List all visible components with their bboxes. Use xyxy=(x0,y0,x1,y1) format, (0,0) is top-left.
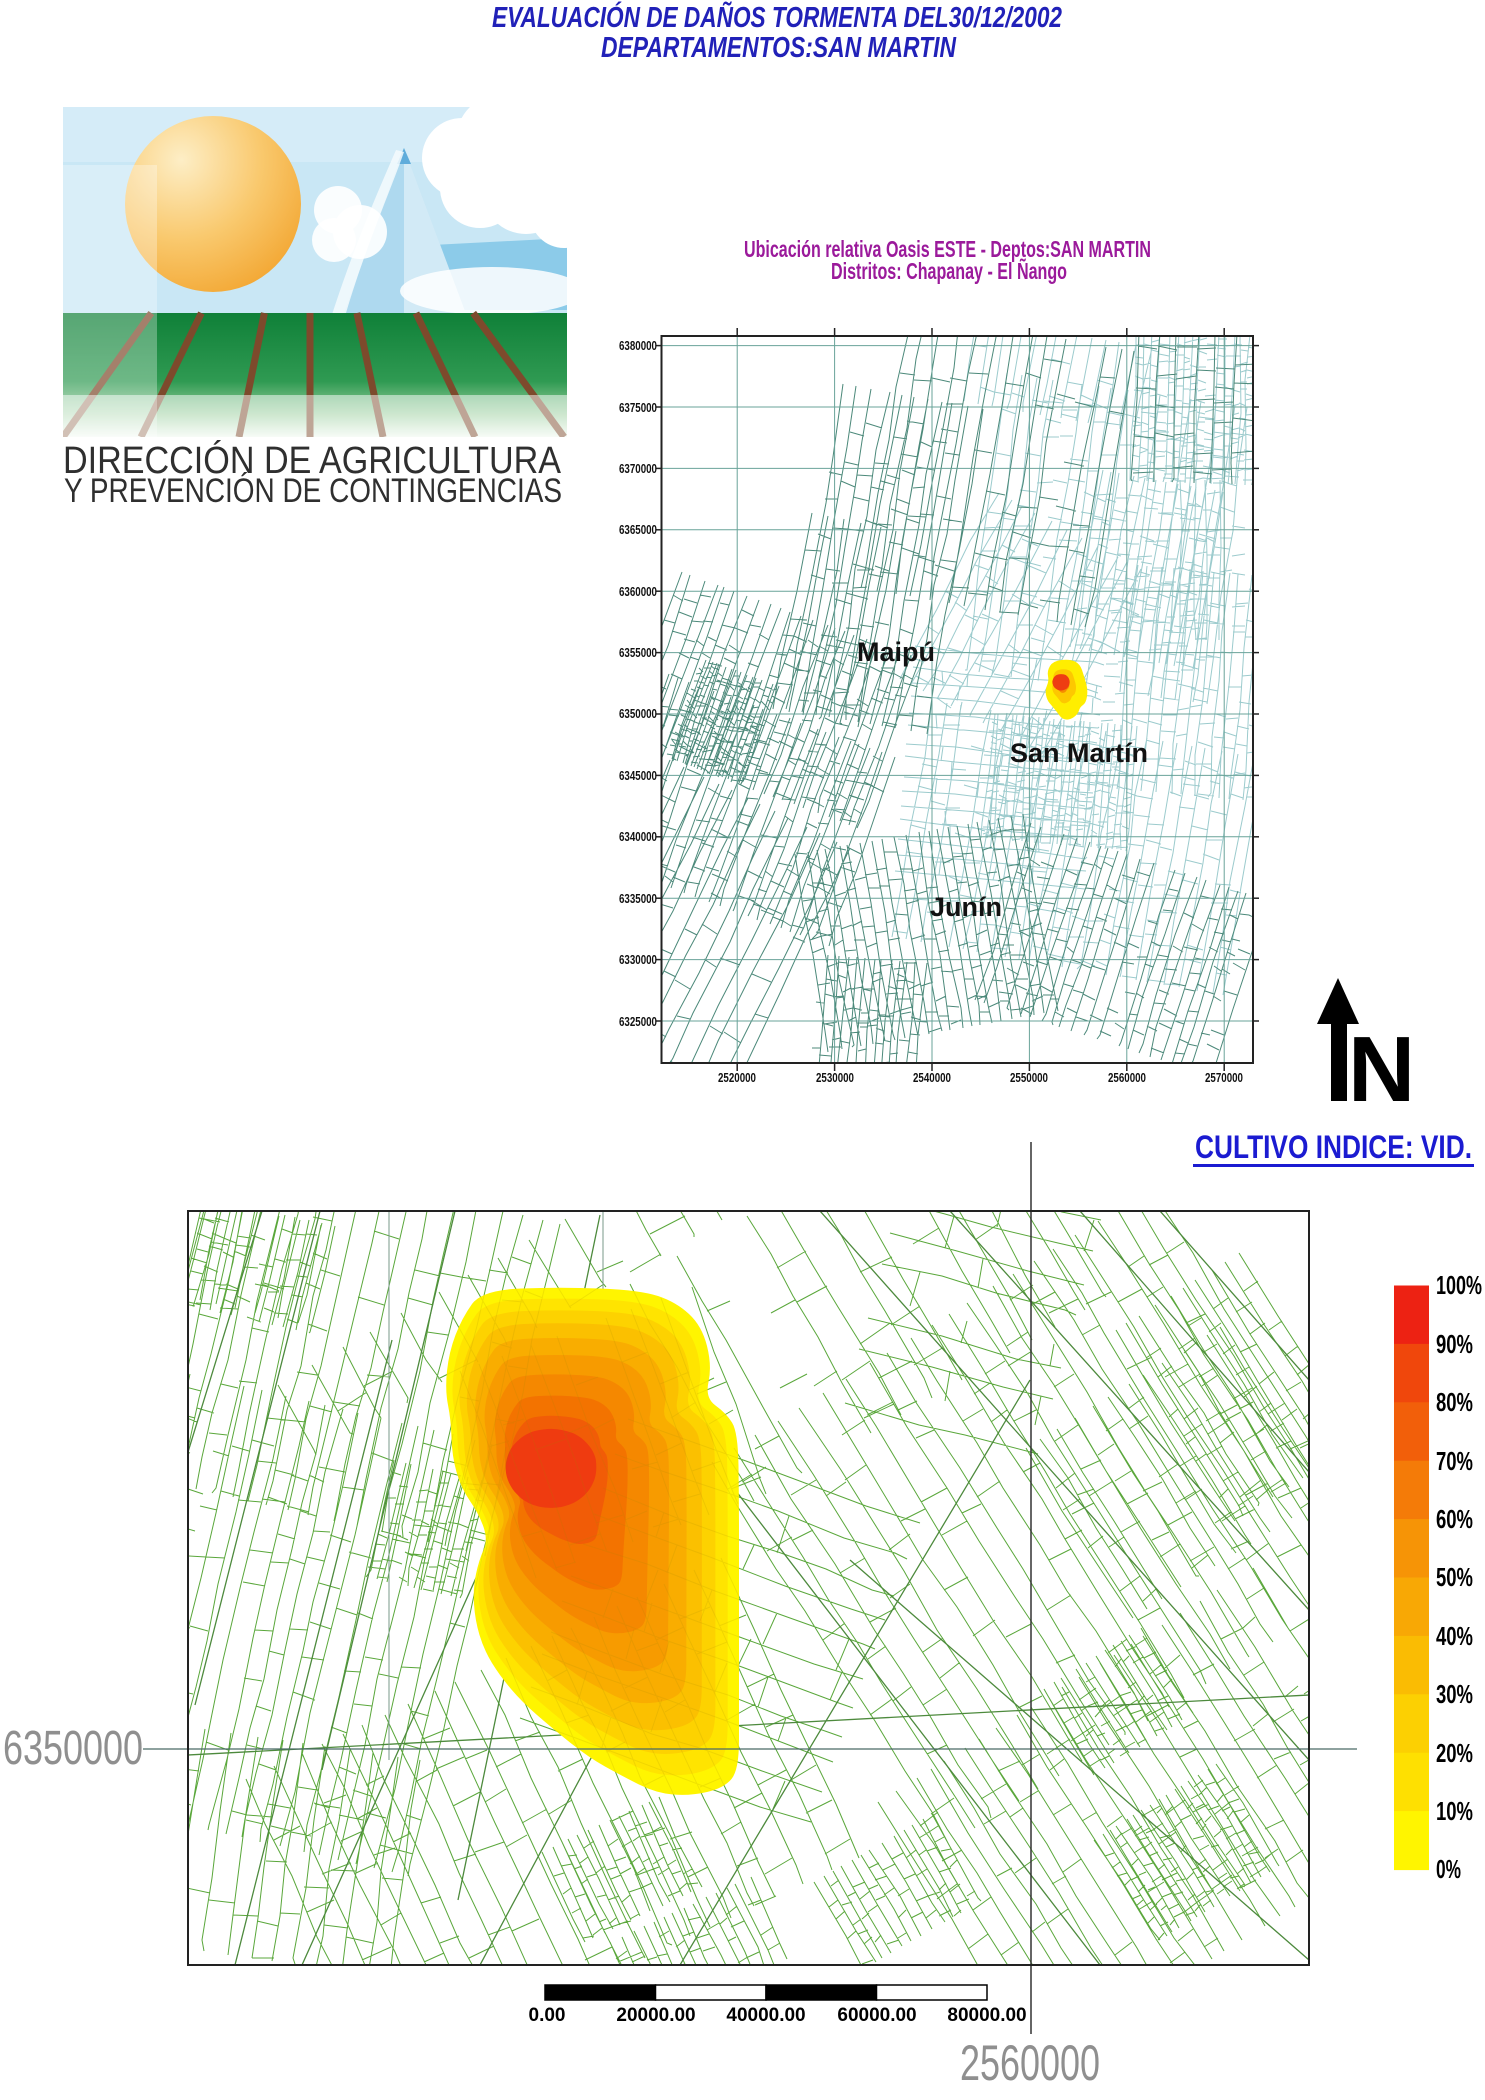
svg-text:N: N xyxy=(1348,1017,1415,1121)
svg-text:20%: 20% xyxy=(1436,1738,1473,1768)
svg-text:2540000: 2540000 xyxy=(913,1070,951,1085)
svg-text:2530000: 2530000 xyxy=(816,1070,854,1085)
svg-text:Junín: Junín xyxy=(930,892,1002,922)
svg-text:100%: 100% xyxy=(1436,1270,1482,1300)
svg-text:2520000: 2520000 xyxy=(718,1070,756,1085)
svg-text:2560000: 2560000 xyxy=(960,2035,1100,2091)
svg-text:Y PREVENCIÓN DE CONTINGENCIAS: Y PREVENCIÓN DE CONTINGENCIAS xyxy=(64,472,562,510)
svg-text:6370000: 6370000 xyxy=(619,461,657,476)
svg-text:30%: 30% xyxy=(1436,1679,1473,1709)
svg-text:90%: 90% xyxy=(1436,1329,1473,1359)
svg-text:6345000: 6345000 xyxy=(619,768,657,783)
svg-text:80%: 80% xyxy=(1436,1387,1473,1417)
svg-text:6340000: 6340000 xyxy=(619,829,657,844)
svg-text:DEPARTAMENTOS:SAN MARTIN: DEPARTAMENTOS:SAN MARTIN xyxy=(601,32,957,64)
svg-text:80000.00: 80000.00 xyxy=(947,2005,1026,2026)
svg-text:EVALUACIÓN DE DAÑOS TORMENTA D: EVALUACIÓN DE DAÑOS TORMENTA DEL30/12/20… xyxy=(492,0,1062,34)
svg-text:6375000: 6375000 xyxy=(619,400,657,415)
svg-text:50%: 50% xyxy=(1436,1562,1473,1592)
svg-text:2570000: 2570000 xyxy=(1205,1070,1243,1085)
svg-text:0.00: 0.00 xyxy=(529,2005,566,2026)
svg-text:10%: 10% xyxy=(1436,1796,1473,1826)
svg-text:60%: 60% xyxy=(1436,1504,1473,1534)
svg-text:2560000: 2560000 xyxy=(1108,1070,1146,1085)
svg-text:0%: 0% xyxy=(1436,1854,1461,1884)
svg-text:40000.00: 40000.00 xyxy=(726,2005,805,2026)
svg-text:6365000: 6365000 xyxy=(619,522,657,537)
svg-text:40%: 40% xyxy=(1436,1621,1473,1651)
svg-text:Distritos: Chapanay - El Ñango: Distritos: Chapanay - El Ñango xyxy=(831,257,1067,284)
svg-text:Maipú: Maipú xyxy=(857,637,935,667)
svg-text:DIRECCIÓN DE AGRICULTURA: DIRECCIÓN DE AGRICULTURA xyxy=(63,439,562,482)
svg-text:6350000: 6350000 xyxy=(619,706,657,721)
svg-text:Ubicación relativa Oasis ESTE: Ubicación relativa Oasis ESTE - Deptos:S… xyxy=(744,236,1151,262)
svg-text:6350000: 6350000 xyxy=(3,1722,143,1775)
svg-text:6335000: 6335000 xyxy=(619,891,657,906)
svg-text:6330000: 6330000 xyxy=(619,952,657,967)
svg-text:San Martín: San Martín xyxy=(1010,738,1148,768)
svg-text:6325000: 6325000 xyxy=(619,1014,657,1029)
svg-text:2550000: 2550000 xyxy=(1010,1070,1048,1085)
svg-text:20000.00: 20000.00 xyxy=(616,2005,695,2026)
svg-text:70%: 70% xyxy=(1436,1446,1473,1476)
svg-text:6355000: 6355000 xyxy=(619,645,657,660)
svg-text:6360000: 6360000 xyxy=(619,584,657,599)
svg-text:CULTIVO INDICE: VID.: CULTIVO INDICE: VID. xyxy=(1195,1129,1472,1165)
svg-text:60000.00: 60000.00 xyxy=(837,2005,916,2026)
svg-text:6380000: 6380000 xyxy=(619,338,657,353)
